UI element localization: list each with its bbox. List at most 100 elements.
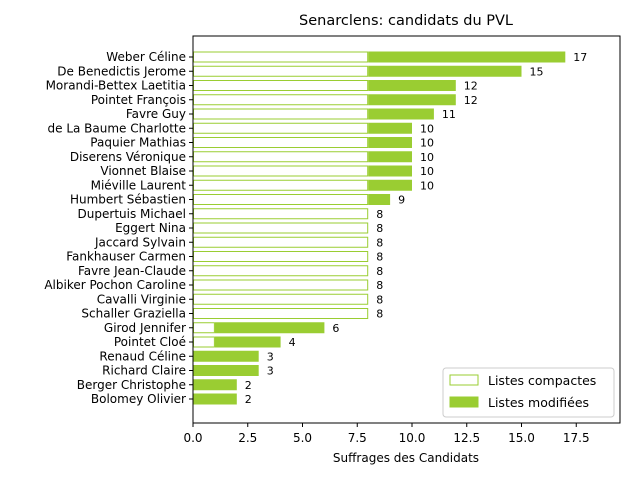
x-axis-title: Suffrages des Candidats <box>333 451 479 465</box>
candidate-label: Dupertuis Michael <box>78 207 186 221</box>
bar-compactes <box>193 222 369 234</box>
bar-modifiees <box>214 336 281 348</box>
bar-compactes <box>193 137 369 148</box>
value-label: 8 <box>376 279 383 292</box>
value-label: 8 <box>376 236 383 249</box>
bar-modifiees <box>368 137 412 148</box>
value-label: 8 <box>376 251 383 264</box>
legend-box <box>442 367 615 418</box>
x-tick-label: 12.5 <box>453 431 480 445</box>
bar-compactes <box>193 94 369 106</box>
candidate-label: Renaud Céline <box>99 349 186 363</box>
x-tick-label: 10.0 <box>399 431 426 445</box>
value-label: 8 <box>376 293 383 306</box>
candidate-label: de La Baume Charlotte <box>48 121 187 135</box>
plot-frame <box>192 35 621 424</box>
bar-modifiees <box>193 350 259 362</box>
bar-modifiees <box>368 179 412 191</box>
bar-compactes <box>193 336 215 348</box>
bar-compactes <box>193 194 369 205</box>
value-label: 3 <box>267 350 274 363</box>
value-label: 10 <box>420 179 434 192</box>
x-tick-label: 5.0 <box>293 431 312 445</box>
candidate-label: Pointet Cloé <box>114 335 186 349</box>
bar-modifiees <box>368 194 391 205</box>
value-label: 4 <box>289 336 296 349</box>
candidate-label: Bolomey Olivier <box>91 392 186 406</box>
x-tick-label: 15.0 <box>508 431 535 445</box>
bar-compactes <box>193 122 369 134</box>
bar-compactes <box>193 80 369 91</box>
bar-compactes <box>193 179 369 191</box>
candidate-label: Favre Guy <box>126 107 186 121</box>
bar-modifiees <box>214 322 325 334</box>
chart-title: Senarclens: candidats du PVL <box>299 13 513 29</box>
candidate-label: Albiker Pochon Caroline <box>44 278 186 292</box>
candidate-label: Cavalli Virginie <box>97 292 186 306</box>
candidate-label: Weber Céline <box>106 50 186 64</box>
candidate-label: Vionnet Blaise <box>100 164 186 178</box>
candidate-label: Berger Christophe <box>77 378 186 392</box>
candidate-label: Humbert Sébastien <box>70 193 186 207</box>
candidate-label: Diserens Véronique <box>70 150 186 164</box>
bar-compactes <box>193 208 369 220</box>
bar-compactes <box>193 65 369 77</box>
bar-compactes <box>193 108 369 120</box>
value-label: 9 <box>398 194 405 207</box>
candidate-label: Girod Jennifer <box>104 321 186 335</box>
bar-modifiees <box>193 393 237 405</box>
bar-compactes <box>193 151 369 163</box>
bar-modifiees <box>193 379 237 391</box>
bar-modifiees <box>368 94 456 106</box>
value-label: 8 <box>376 265 383 278</box>
bar-compactes <box>193 251 369 262</box>
value-label: 10 <box>420 137 434 150</box>
legend-swatch-modifiees <box>449 396 479 408</box>
legend-label-compactes: Listes compactes <box>488 373 596 388</box>
value-label: 2 <box>245 379 252 392</box>
candidate-label: Eggert Nina <box>115 221 186 235</box>
value-label: 3 <box>267 365 274 378</box>
bar-compactes <box>193 322 215 334</box>
legend: Listes compactes Listes modifiées <box>442 367 615 418</box>
value-label: 15 <box>530 65 544 78</box>
candidate-label: Miéville Laurent <box>91 178 187 192</box>
value-label: 10 <box>420 151 434 164</box>
candidate-label: Richard Claire <box>102 364 186 378</box>
bar-modifiees <box>368 122 412 134</box>
bar-compactes <box>193 265 369 277</box>
bar-modifiees <box>368 51 566 63</box>
bar-modifiees <box>368 80 456 91</box>
value-label: 10 <box>420 165 434 178</box>
legend-label-modifiees: Listes modifiées <box>488 395 589 410</box>
value-label: 6 <box>332 322 339 335</box>
bar-modifiees <box>368 108 434 120</box>
bar-compactes <box>193 51 369 63</box>
value-label: 8 <box>376 308 383 321</box>
x-tick-label: 2.5 <box>238 431 257 445</box>
x-axis-ticks: 0.0 2.5 5.0 7.5 10.0 12.5 15.0 17.5 <box>183 423 590 445</box>
value-label: 8 <box>376 222 383 235</box>
bar-modifiees <box>193 365 259 376</box>
value-label: 12 <box>464 80 478 93</box>
bar-modifiees <box>368 165 412 177</box>
x-tick-label: 17.5 <box>563 431 590 445</box>
candidate-label: Schaller Graziella <box>81 307 186 321</box>
value-label: 10 <box>420 122 434 135</box>
x-tick-label: 0.0 <box>183 431 202 445</box>
bar-compactes <box>193 308 369 319</box>
candidate-label: Paquier Mathias <box>90 136 186 150</box>
candidate-label: De Benedictis Jerome <box>57 64 186 78</box>
value-label: 17 <box>573 51 587 64</box>
candidate-label: Jaccard Sylvain <box>94 235 186 249</box>
candidate-label: Morandi-Bettex Laetitia <box>46 79 186 93</box>
bar-compactes <box>193 165 369 177</box>
bar-modifiees <box>368 151 412 163</box>
x-tick-label: 7.5 <box>348 431 367 445</box>
value-label: 2 <box>245 393 252 406</box>
candidate-label: Pointet François <box>91 93 186 107</box>
candidate-label: Favre Jean-Claude <box>78 264 186 278</box>
